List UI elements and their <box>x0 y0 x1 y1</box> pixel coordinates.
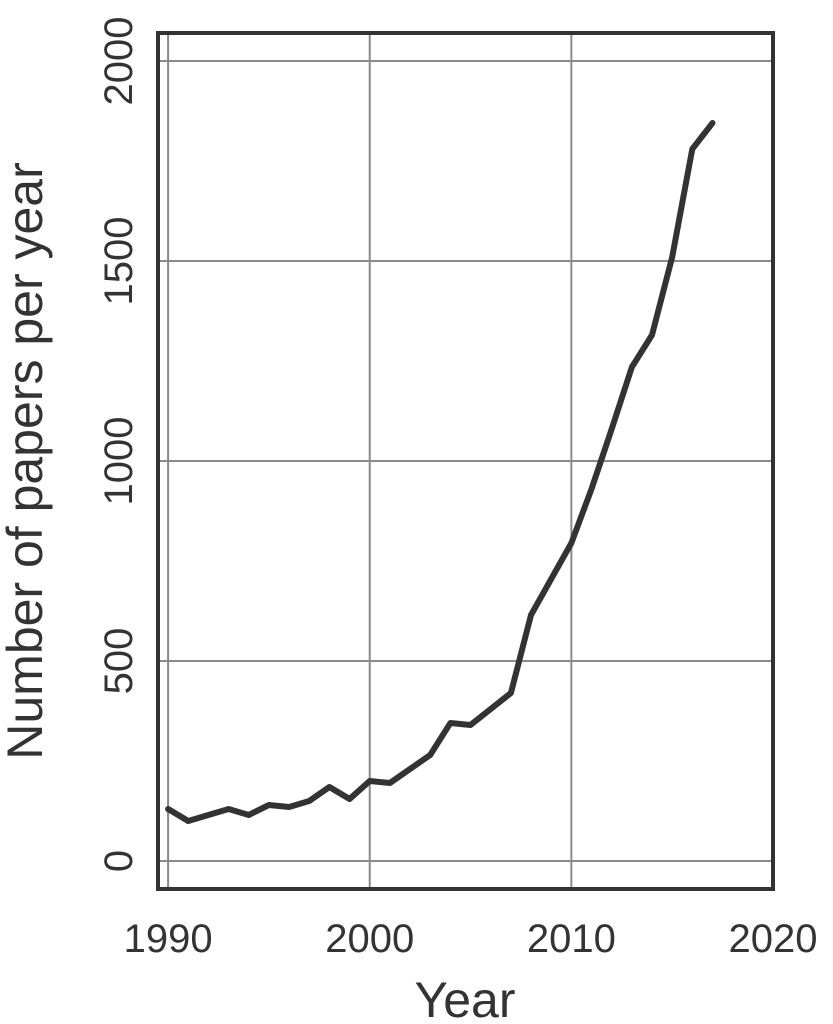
y-tick-label: 1500 <box>97 217 141 306</box>
y-axis-label: Number of papers per year <box>0 162 53 760</box>
plot-frame <box>156 31 775 891</box>
y-tick-label: 500 <box>97 628 141 695</box>
y-tick-labels: 0 500 1000 1500 2000 <box>97 17 141 873</box>
y-tick-label: 1000 <box>97 417 141 506</box>
x-tick-label: 2010 <box>527 917 616 961</box>
x-tick-label: 1990 <box>124 917 213 961</box>
x-axis-label: Year <box>414 972 515 1024</box>
y-tick-label: 2000 <box>97 17 141 106</box>
x-tick-labels: 1990 2000 2010 2020 <box>124 917 818 961</box>
series-group <box>165 120 716 824</box>
x-tick-label: 2020 <box>729 917 818 961</box>
series-line-0 <box>165 120 716 824</box>
x-tick-label: 2000 <box>325 917 414 961</box>
grid-lines <box>158 33 774 889</box>
y-tick-label: 0 <box>97 850 141 872</box>
